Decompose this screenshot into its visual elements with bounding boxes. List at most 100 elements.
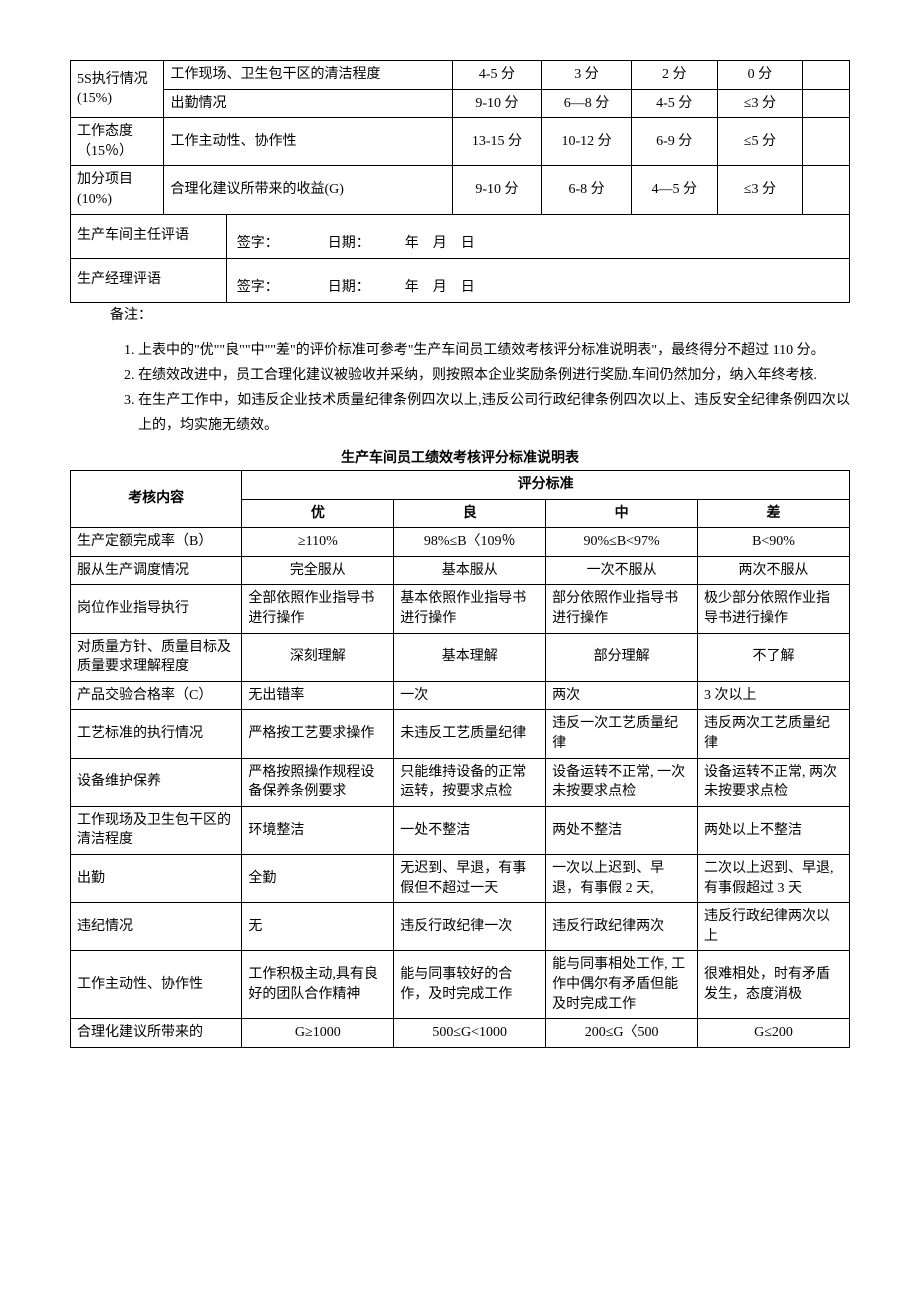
- criteria-cell: 部分理解: [546, 633, 698, 681]
- criteria-label: 服从生产调度情况: [71, 556, 242, 585]
- criteria-cell: 全勤: [242, 855, 394, 903]
- criteria-cell: 200≤G〈500: [546, 1019, 698, 1048]
- grade-header: 中: [546, 499, 698, 528]
- item-desc: 合理化建议所带来的收益(G): [164, 166, 452, 214]
- score-cell: 4-5 分: [452, 61, 542, 90]
- score-cell: 6—8 分: [542, 89, 632, 118]
- criteria-cell: 一次: [394, 681, 546, 710]
- criteria-cell: 部分依照作业指导书进行操作: [546, 585, 698, 633]
- header-col1: 考核内容: [71, 471, 242, 528]
- criteria-cell: ≥110%: [242, 528, 394, 557]
- criteria-label: 出勤: [71, 855, 242, 903]
- grade-header: 良: [394, 499, 546, 528]
- signature-line: 签字： 日期： 年 月 日: [226, 258, 849, 302]
- empty-cell: [803, 166, 850, 214]
- criteria-label: 对质量方针、质量目标及质量要求理解程度: [71, 633, 242, 681]
- criteria-cell: 未违反工艺质量纪律: [394, 710, 546, 758]
- criteria-cell: 违反行政纪律两次以上: [698, 903, 850, 951]
- criteria-cell: 无: [242, 903, 394, 951]
- category-cell: 加分项目(10%): [71, 166, 164, 214]
- criteria-cell: 一次以上迟到、早退，有事假 2 天,: [546, 855, 698, 903]
- score-cell: 0 分: [717, 61, 803, 90]
- score-cell: 6-9 分: [631, 118, 717, 166]
- item-desc: 工作主动性、协作性: [164, 118, 452, 166]
- criteria-cell: G≥1000: [242, 1019, 394, 1048]
- criteria-cell: 无迟到、早退，有事假但不超过一天: [394, 855, 546, 903]
- score-cell: ≤3 分: [717, 89, 803, 118]
- criteria-cell: 工作积极主动,具有良好的团队合作精神: [242, 951, 394, 1019]
- score-cell: 6-8 分: [542, 166, 632, 214]
- score-cell: 2 分: [631, 61, 717, 90]
- score-cell: 10-12 分: [542, 118, 632, 166]
- criteria-cell: 很难相处，时有矛盾发生，态度消极: [698, 951, 850, 1019]
- criteria-cell: 基本服从: [394, 556, 546, 585]
- criteria-cell: 98%≤B〈109％: [394, 528, 546, 557]
- empty-cell: [803, 118, 850, 166]
- criteria-label: 产品交验合格率（C）: [71, 681, 242, 710]
- criteria-cell: G≤200: [698, 1019, 850, 1048]
- criteria-cell: 极少部分依照作业指导书进行操作: [698, 585, 850, 633]
- criteria-cell: 能与同事相处工作, 工作中偶尔有矛盾但能及时完成工作: [546, 951, 698, 1019]
- header-col2: 评分标准: [242, 471, 850, 500]
- category-cell: 工作态度（15％）: [71, 118, 164, 166]
- criteria-cell: 一处不整洁: [394, 806, 546, 854]
- criteria-label: 违纪情况: [71, 903, 242, 951]
- score-cell: 9-10 分: [452, 166, 542, 214]
- criteria-cell: 严格按工艺要求操作: [242, 710, 394, 758]
- criteria-cell: 基本理解: [394, 633, 546, 681]
- criteria-cell: 两处以上不整洁: [698, 806, 850, 854]
- criteria-cell: 只能维持设备的正常运转，按要求点检: [394, 758, 546, 806]
- score-cell: 13-15 分: [452, 118, 542, 166]
- criteria-cell: 全部依照作业指导书进行操作: [242, 585, 394, 633]
- score-cell: ≤5 分: [717, 118, 803, 166]
- note-item: 在绩效改进中，员工合理化建议被验收并采纳，则按照本企业奖励条例进行奖励.车间仍然…: [138, 363, 850, 388]
- notes-title: 备注：: [110, 303, 850, 328]
- note-item: 上表中的"优""良""中""差"的评价标准可参考"生产车间员工绩效考核评分标准说…: [138, 338, 850, 363]
- note-item: 在生产工作中，如违反企业技术质量纪律条例四次以上,违反公司行政纪律条例四次以上、…: [138, 388, 850, 438]
- signature-line: 签字： 日期： 年 月 日: [226, 214, 849, 258]
- grade-header: 差: [698, 499, 850, 528]
- criteria-label: 岗位作业指导执行: [71, 585, 242, 633]
- criteria-cell: 能与同事较好的合作，及时完成工作: [394, 951, 546, 1019]
- criteria-label: 设备维护保养: [71, 758, 242, 806]
- criteria-table: 考核内容评分标准优良中差生产定额完成率（B）≥110%98%≤B〈109％90%…: [70, 470, 850, 1048]
- empty-cell: [803, 61, 850, 90]
- criteria-label: 工作现场及卫生包干区的清洁程度: [71, 806, 242, 854]
- criteria-cell: 基本依照作业指导书进行操作: [394, 585, 546, 633]
- criteria-label: 生产定额完成率（B）: [71, 528, 242, 557]
- criteria-cell: 设备运转不正常, 一次未按要求点检: [546, 758, 698, 806]
- criteria-cell: 一次不服从: [546, 556, 698, 585]
- score-cell: 4-5 分: [631, 89, 717, 118]
- empty-cell: [803, 89, 850, 118]
- signature-label: 生产车间主任评语: [71, 214, 227, 258]
- criteria-cell: 两次不服从: [698, 556, 850, 585]
- item-desc: 出勤情况: [164, 89, 452, 118]
- grade-header: 优: [242, 499, 394, 528]
- criteria-cell: 两处不整洁: [546, 806, 698, 854]
- criteria-cell: 两次: [546, 681, 698, 710]
- score-cell: ≤3 分: [717, 166, 803, 214]
- score-cell: 9-10 分: [452, 89, 542, 118]
- criteria-cell: 3 次以上: [698, 681, 850, 710]
- signature-label: 生产经理评语: [71, 258, 227, 302]
- criteria-cell: 违反行政纪律一次: [394, 903, 546, 951]
- criteria-cell: 完全服从: [242, 556, 394, 585]
- notes-section: 上表中的"优""良""中""差"的评价标准可参考"生产车间员工绩效考核评分标准说…: [110, 338, 850, 439]
- criteria-cell: 深刻理解: [242, 633, 394, 681]
- criteria-label: 工作主动性、协作性: [71, 951, 242, 1019]
- score-table: 5S执行情况(15%)工作现场、卫生包干区的清洁程度4-5 分3 分2 分0 分…: [70, 60, 850, 303]
- criteria-cell: 违反两次工艺质量纪律: [698, 710, 850, 758]
- item-desc: 工作现场、卫生包干区的清洁程度: [164, 61, 452, 90]
- criteria-cell: 环境整洁: [242, 806, 394, 854]
- criteria-cell: 违反一次工艺质量纪律: [546, 710, 698, 758]
- criteria-table-title: 生产车间员工绩效考核评分标准说明表: [70, 449, 850, 469]
- score-cell: 3 分: [542, 61, 632, 90]
- criteria-cell: 二次以上迟到、早退,有事假超过 3 天: [698, 855, 850, 903]
- criteria-cell: 500≤G<1000: [394, 1019, 546, 1048]
- criteria-label: 工艺标准的执行情况: [71, 710, 242, 758]
- criteria-cell: 违反行政纪律两次: [546, 903, 698, 951]
- criteria-cell: 严格按照操作规程设备保养条例要求: [242, 758, 394, 806]
- criteria-cell: 90%≤B<97%: [546, 528, 698, 557]
- criteria-cell: 不了解: [698, 633, 850, 681]
- criteria-cell: B<90%: [698, 528, 850, 557]
